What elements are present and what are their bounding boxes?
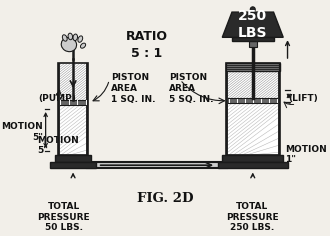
- Ellipse shape: [81, 43, 85, 48]
- Bar: [58, 63, 88, 155]
- Bar: [227, 103, 279, 155]
- Text: (PUMP): (PUMP): [39, 94, 77, 103]
- Text: PISTON
AREA
1 SQ. IN.: PISTON AREA 1 SQ. IN.: [111, 73, 155, 104]
- Text: FIG. 2D: FIG. 2D: [137, 192, 193, 205]
- Text: MOTION
5": MOTION 5": [37, 136, 79, 155]
- Ellipse shape: [61, 38, 77, 52]
- Bar: [226, 63, 228, 155]
- Bar: [59, 105, 87, 155]
- Bar: [58, 63, 60, 155]
- Bar: [86, 63, 88, 155]
- Bar: [58, 63, 88, 155]
- Bar: [226, 63, 280, 155]
- Bar: [227, 98, 279, 103]
- Ellipse shape: [250, 7, 255, 12]
- Text: TOTAL
PRESSURE
250 LBS.: TOTAL PRESSURE 250 LBS.: [226, 202, 279, 232]
- Text: MOTION
1": MOTION 1": [285, 144, 327, 164]
- Bar: [232, 37, 274, 41]
- Text: PISTON
AREA
5 SQ. IN.: PISTON AREA 5 SQ. IN.: [169, 73, 214, 104]
- Bar: [59, 100, 87, 105]
- Ellipse shape: [73, 34, 78, 41]
- Ellipse shape: [78, 36, 83, 42]
- Bar: [87, 162, 227, 169]
- Bar: [55, 155, 91, 162]
- Text: (LIFT): (LIFT): [288, 94, 318, 103]
- Ellipse shape: [68, 33, 73, 40]
- Bar: [226, 63, 280, 155]
- Ellipse shape: [62, 35, 67, 41]
- Bar: [222, 155, 283, 162]
- Polygon shape: [222, 12, 283, 37]
- Text: 250
LBS: 250 LBS: [238, 9, 268, 40]
- Bar: [218, 162, 287, 169]
- Bar: [226, 63, 280, 71]
- Text: RATIO
5 : 1: RATIO 5 : 1: [126, 30, 168, 59]
- Bar: [278, 63, 280, 155]
- Bar: [50, 162, 96, 169]
- Text: MOTION
5": MOTION 5": [1, 122, 43, 142]
- Bar: [248, 41, 257, 47]
- Text: TOTAL
PRESSURE
50 LBS.: TOTAL PRESSURE 50 LBS.: [37, 202, 90, 232]
